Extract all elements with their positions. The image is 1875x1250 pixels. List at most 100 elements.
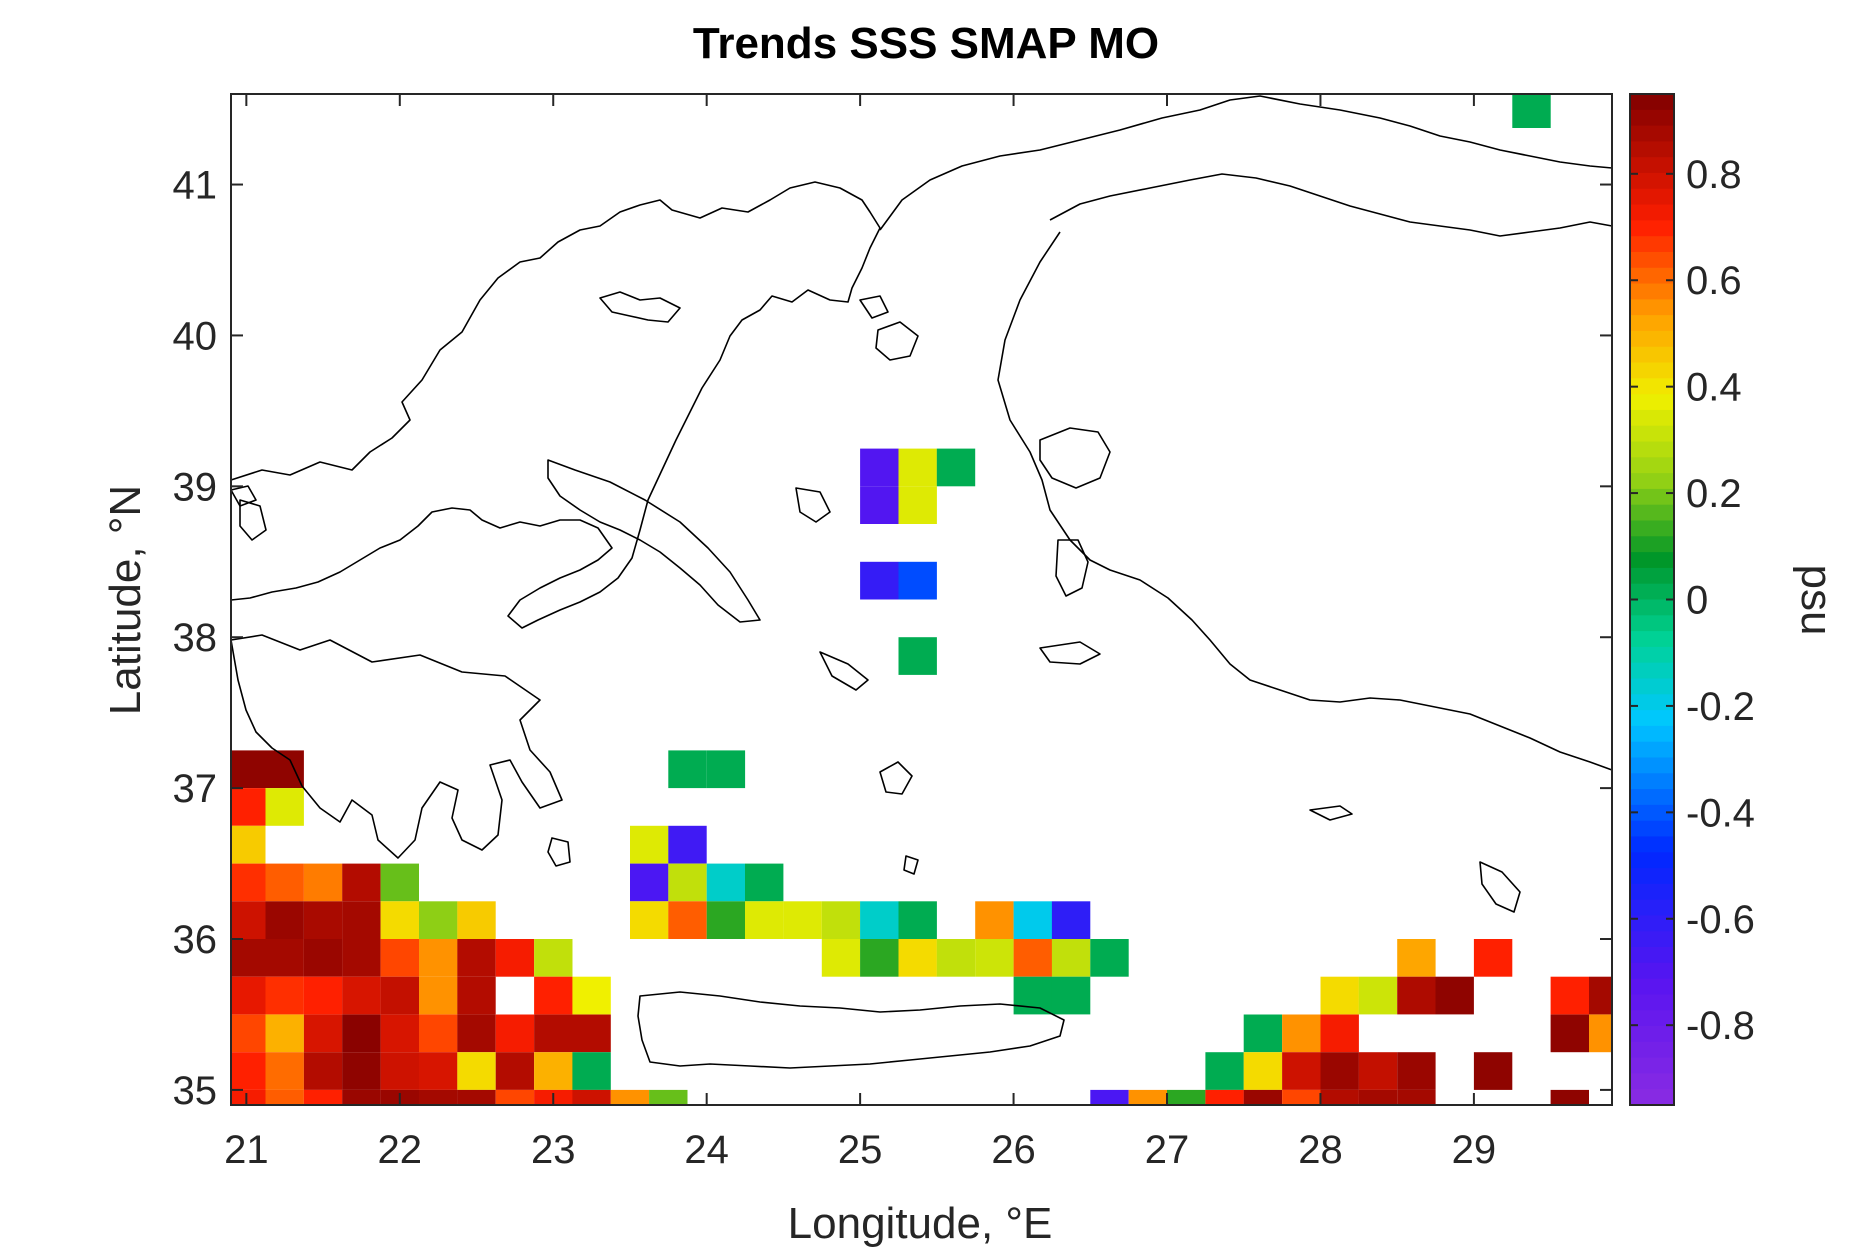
heatmap-cell: [342, 939, 381, 977]
coastline-skyros: [795, 487, 831, 523]
heatmap-cell: [265, 788, 304, 826]
colorbar-tick-label: 0.4: [1686, 366, 1742, 410]
heatmap-cells: [231, 94, 1612, 1105]
heatmap-cell: [706, 863, 746, 902]
y-tick-label: 37: [173, 767, 218, 811]
colorbar-swatch: [1630, 994, 1674, 1011]
heatmap-cell: [1473, 1052, 1513, 1090]
heatmap-cell: [303, 939, 343, 977]
heatmap-cell: [821, 901, 861, 939]
heatmap-cell: [380, 901, 419, 939]
heatmap-cell: [457, 976, 496, 1015]
colorbar-swatch: [1630, 710, 1674, 727]
y-tick-label: 41: [173, 164, 218, 208]
heatmap-cell: [265, 939, 304, 977]
heatmap-cell: [231, 1052, 266, 1090]
heatmap-cell: [303, 976, 343, 1015]
heatmap-cell: [1473, 939, 1513, 977]
heatmap-cell: [1358, 1052, 1398, 1090]
heatmap-cell: [231, 976, 266, 1015]
coastline-anatolia-west: [997, 231, 1613, 771]
heatmap-cell: [342, 1014, 381, 1053]
colorbar-swatch: [1630, 662, 1674, 680]
heatmap-cell: [860, 561, 899, 600]
colorbar-swatch: [1630, 1010, 1674, 1027]
heatmap-cell: [860, 939, 899, 977]
heatmap-cell: [419, 1014, 458, 1053]
heatmap-cell: [1550, 976, 1589, 1015]
heatmap-cell: [265, 1089, 304, 1105]
heatmap-cell: [1243, 1052, 1283, 1090]
heatmap-cell: [342, 1052, 381, 1090]
colorbar-swatch: [1630, 757, 1674, 774]
colorbar-swatch: [1630, 883, 1674, 901]
heatmap-cell: [419, 939, 458, 977]
heatmap-cell: [1013, 901, 1052, 939]
plot-frame: [230, 93, 1613, 1106]
heatmap-cell: [572, 1089, 611, 1105]
colorbar-swatch: [1630, 599, 1674, 616]
colorbar-tick-label: 0.2: [1686, 472, 1742, 516]
heatmap-cell: [457, 1052, 496, 1090]
colorbar-swatch: [1630, 315, 1674, 332]
heatmap-cell: [1397, 976, 1436, 1015]
coastline-chalkidiki: [599, 291, 681, 323]
heatmap-cell: [495, 1052, 535, 1090]
colorbar-swatch: [1630, 362, 1674, 379]
coastline-crete: [637, 991, 1065, 1069]
heatmap-cell: [1051, 939, 1091, 977]
heatmap-cell: [1205, 1052, 1244, 1090]
x-tick-label: 21: [224, 1128, 269, 1172]
heatmap-cell: [936, 939, 976, 977]
heatmap-cell: [303, 863, 343, 902]
heatmap-cell: [495, 939, 535, 977]
heatmap-cell: [898, 901, 937, 939]
colorbar-swatch: [1630, 789, 1674, 806]
heatmap-cell: [231, 788, 266, 826]
coastline-mainland-greece: [230, 181, 881, 629]
heatmap-cell: [630, 863, 669, 902]
coastline-andros-tinos: [819, 651, 869, 691]
heatmap-cell: [1320, 1052, 1359, 1090]
heatmap-cell: [860, 901, 899, 939]
heatmap-cell: [1320, 1014, 1359, 1053]
heatmap-cell: [706, 901, 746, 939]
coastline-sea-of-marmara: [1049, 173, 1613, 237]
heatmap-cell: [231, 1014, 266, 1053]
heatmap-cell: [380, 863, 419, 902]
heatmap-cell: [380, 976, 419, 1015]
heatmap-cell: [231, 825, 266, 864]
heatmap-cell: [860, 486, 899, 524]
heatmap-cell: [1397, 939, 1436, 977]
heatmap-cell: [457, 1089, 496, 1105]
heatmap-cell: [898, 939, 937, 977]
x-tick-label: 29: [1452, 1128, 1497, 1172]
colorbar-tick-label: -0.4: [1686, 791, 1755, 835]
colorbar-swatch: [1630, 836, 1674, 853]
coastline-kefalonia-ionian: [239, 499, 267, 541]
colorbar-swatch: [1630, 346, 1674, 364]
heatmap-cell: [936, 448, 976, 487]
coastline-evia: [547, 459, 761, 623]
heatmap-cell: [1013, 976, 1052, 1015]
heatmap-cell: [342, 1089, 381, 1105]
colorbar-swatch: [1630, 868, 1674, 885]
colorbar-tick-label: -0.8: [1686, 1004, 1755, 1048]
coastline-kythira: [547, 837, 571, 867]
colorbar-swatch: [1630, 283, 1674, 300]
colorbar-label: psu: [1792, 565, 1841, 636]
colorbar-swatch: [1630, 488, 1674, 506]
heatmap-cell: [342, 863, 381, 902]
heatmap-cell: [342, 976, 381, 1015]
y-tick-label: 38: [173, 616, 218, 660]
heatmap-cell: [1013, 939, 1052, 977]
x-tick-label: 25: [838, 1128, 883, 1172]
colorbar-swatch: [1630, 552, 1674, 569]
coastline-peloponnese: [230, 634, 563, 859]
heatmap-cell: [649, 1089, 688, 1105]
heatmap-cell: [231, 863, 266, 902]
colorbar-swatch: [1630, 694, 1674, 711]
heatmap-cell: [303, 1089, 343, 1105]
colorbar-swatch: [1630, 520, 1674, 537]
colorbar-ticks: 0.8 0.6 0.4 0.2 0 -0.2 -0.4 -0.6 -0.8: [1630, 153, 1755, 1048]
